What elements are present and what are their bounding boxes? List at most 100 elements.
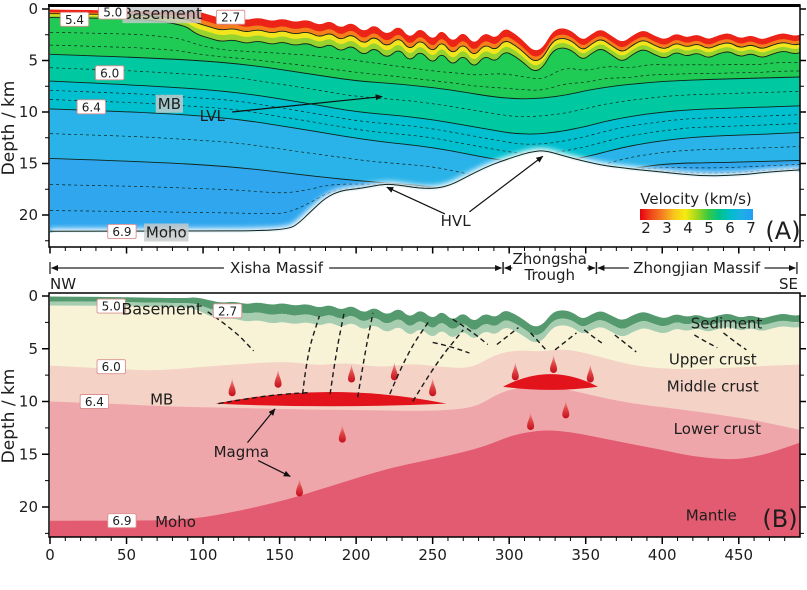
magma-diapir bbox=[527, 412, 535, 430]
geology-label-bg bbox=[122, 5, 202, 24]
contour-value-box bbox=[76, 99, 106, 115]
unit-mantle bbox=[50, 430, 800, 537]
fault-line-3 bbox=[329, 313, 345, 395]
fault-line-4 bbox=[357, 312, 374, 398]
contour-value-text: 5.0 bbox=[102, 300, 121, 314]
annotation-arrow bbox=[469, 155, 544, 213]
geology-label-mb: MB bbox=[155, 94, 183, 113]
x-tick-label: 150 bbox=[265, 546, 294, 564]
geology-label-bg bbox=[155, 94, 183, 113]
label-hvl: HVL bbox=[441, 212, 472, 230]
contour-value-text: 6.4 bbox=[82, 100, 101, 114]
depth-tick-label: 15 bbox=[19, 155, 38, 173]
contour-value-label: 6.9 bbox=[107, 513, 137, 529]
depth-tick-label: 20 bbox=[19, 498, 38, 516]
x-tick-label: 200 bbox=[342, 546, 371, 564]
unit-label-bg bbox=[628, 259, 765, 277]
velocity-contour-solid-4 bbox=[50, 108, 800, 165]
x-tick-label: 250 bbox=[418, 546, 447, 564]
contour-value-label: 2.7 bbox=[212, 303, 243, 319]
magma-diapir bbox=[511, 362, 519, 381]
label-sediment: Sediment bbox=[691, 314, 763, 332]
fault-line-14 bbox=[694, 334, 718, 349]
magma-diapir bbox=[586, 364, 594, 383]
contour-value-label: 6.4 bbox=[79, 394, 110, 409]
fault-line-9 bbox=[496, 327, 519, 346]
label-basement: Basement bbox=[121, 300, 202, 319]
geology-label-bg bbox=[144, 223, 189, 242]
depth-tick-label: 15 bbox=[19, 445, 38, 463]
velocity-contour-solid-2 bbox=[50, 53, 800, 100]
tectonic-unit-label: Zhongsha bbox=[512, 250, 587, 268]
panel-b-letter: (B) bbox=[762, 505, 797, 533]
tectonic-unit-label: Trough bbox=[523, 266, 575, 284]
contour-value-text: 2.7 bbox=[218, 304, 237, 318]
colorbar-tick-label: 7 bbox=[746, 219, 756, 237]
contour-value-label: 5.4 bbox=[59, 11, 90, 27]
fault-line-0 bbox=[207, 311, 255, 352]
contour-value-box bbox=[212, 303, 243, 319]
fault-line-8 bbox=[452, 318, 489, 346]
depth-tick-label: 0 bbox=[28, 0, 38, 18]
label-upper-crust: Upper crust bbox=[669, 350, 757, 368]
colorbar-tick-label: 4 bbox=[683, 219, 693, 237]
magma-diapir bbox=[228, 378, 236, 397]
contour-value-text: 6.9 bbox=[112, 514, 131, 528]
velocity-contour-dashed-5 bbox=[50, 133, 800, 184]
panel-b-frame bbox=[48, 292, 801, 538]
x-tick-label: 400 bbox=[648, 546, 677, 564]
unit-sediment-light bbox=[50, 301, 800, 343]
label-lvl: LVL bbox=[200, 107, 226, 125]
colorbar-tick-label: 5 bbox=[704, 219, 714, 237]
model-base-contour bbox=[49, 150, 801, 232]
contour-value-text: 2.7 bbox=[221, 11, 240, 25]
contour-value-label: 6.0 bbox=[96, 359, 126, 375]
panel-a-depth-axis-label: Depth / km bbox=[0, 81, 19, 176]
colorbar-tick-label: 3 bbox=[662, 219, 672, 237]
annotation-arrow bbox=[246, 408, 276, 444]
colorbar-title: Velocity (km/s) bbox=[640, 190, 751, 208]
annotation-arrow bbox=[257, 460, 291, 477]
contour-value-text: 6.9 bbox=[112, 225, 131, 239]
x-tick-label: 50 bbox=[117, 546, 136, 564]
contour-value-box bbox=[107, 513, 137, 529]
panel-a-annotations: Basement MB Moho 5.4 5.0 2.7 6.0 6.4 6.9 LVL HVL bbox=[49, 4, 801, 242]
tectonic-unit-label: Xisha Massif bbox=[230, 259, 324, 277]
geology-label-moho: Moho bbox=[144, 223, 189, 242]
contour-value-box bbox=[96, 359, 126, 375]
magma-diapir bbox=[562, 400, 570, 419]
depth-tick-label: 5 bbox=[28, 340, 38, 358]
fault-line-15 bbox=[723, 332, 747, 351]
label-mb: MB bbox=[150, 390, 173, 408]
fault-line-1 bbox=[218, 391, 311, 405]
unit-label-bg bbox=[223, 259, 330, 277]
depth-tick-label: 5 bbox=[28, 52, 38, 70]
magma-diapir bbox=[550, 355, 558, 374]
colorbar bbox=[640, 209, 753, 220]
fault-line-6 bbox=[412, 329, 464, 402]
colorbar-tick-label: 6 bbox=[725, 219, 735, 237]
velocity-contour-dashed-1 bbox=[50, 44, 800, 91]
velocity-contour-solid-0 bbox=[50, 13, 800, 62]
geology-label-text: Moho bbox=[146, 224, 187, 242]
x-tick-label: 350 bbox=[571, 546, 600, 564]
velocity-contour-dashed-0 bbox=[50, 31, 800, 79]
annotation-arrow bbox=[232, 94, 383, 113]
magma-diapir bbox=[274, 369, 282, 388]
magma-diapir bbox=[390, 362, 398, 381]
contour-value-label: 6.9 bbox=[107, 224, 137, 239]
contour-value-label: 2.7 bbox=[215, 9, 246, 25]
label-moho: Moho bbox=[155, 513, 196, 531]
model-base-fade bbox=[49, 148, 801, 238]
fault-line-2 bbox=[301, 315, 321, 395]
strip-se-label: SE bbox=[779, 275, 798, 293]
unit-label-bg bbox=[512, 252, 588, 285]
contour-value-label: 5.0 bbox=[96, 298, 126, 314]
contour-value-label: 6.4 bbox=[76, 99, 106, 115]
geology-label-text: Basement bbox=[121, 4, 202, 23]
fault-line-10 bbox=[530, 332, 547, 351]
contour-value-box bbox=[59, 11, 90, 27]
